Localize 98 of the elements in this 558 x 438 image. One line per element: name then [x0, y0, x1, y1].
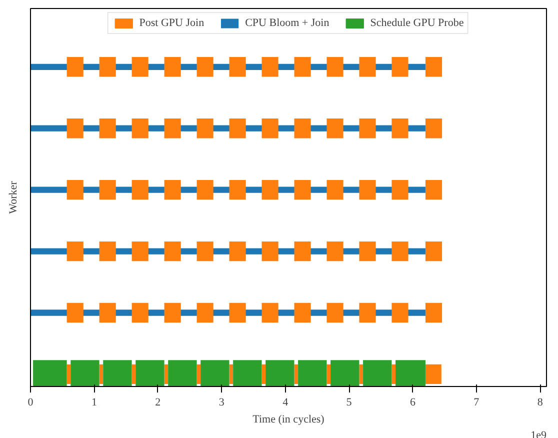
- bar: [33, 360, 67, 386]
- bar: [229, 241, 246, 262]
- bar: [229, 57, 246, 77]
- bar: [229, 302, 246, 323]
- bar: [164, 241, 181, 262]
- bar: [363, 360, 392, 386]
- x-tick-label: 3: [218, 396, 225, 408]
- bar: [392, 57, 408, 77]
- bar: [326, 241, 344, 262]
- legend-label: Post GPU Join: [139, 17, 204, 29]
- bar: [196, 180, 214, 200]
- bar: [425, 57, 442, 77]
- bar: [359, 302, 376, 323]
- bar: [233, 360, 262, 386]
- bar: [425, 241, 442, 262]
- bar: [294, 364, 298, 384]
- bar: [262, 241, 278, 262]
- legend-label: Schedule GPU Probe: [370, 17, 464, 29]
- bar: [200, 360, 230, 386]
- bar: [359, 57, 376, 77]
- bar: [99, 57, 116, 77]
- bar: [359, 180, 376, 200]
- bar: [229, 180, 246, 200]
- bar: [196, 57, 214, 77]
- bar: [99, 180, 116, 200]
- bar: [359, 118, 376, 138]
- x-tick-label: 1: [91, 396, 97, 408]
- bar: [266, 360, 294, 386]
- bar: [294, 118, 311, 138]
- x-axis-title: Time (in cycles): [252, 414, 325, 426]
- bar: [330, 360, 360, 386]
- bar: [294, 180, 311, 200]
- bar: [396, 360, 426, 386]
- bar: [164, 180, 181, 200]
- bar: [196, 364, 201, 384]
- bar: [262, 118, 278, 138]
- x-tick-label: 6: [410, 396, 416, 408]
- bar: [425, 180, 442, 200]
- bar: [425, 118, 442, 138]
- bar: [168, 360, 197, 386]
- bar: [164, 302, 181, 323]
- bar: [229, 364, 234, 384]
- bar: [132, 364, 136, 384]
- bar: [66, 302, 84, 323]
- legend-label: CPU Bloom + Join: [245, 17, 330, 29]
- bar: [326, 364, 331, 384]
- bar: [262, 57, 278, 77]
- bar: [164, 118, 181, 138]
- bar: [66, 241, 84, 262]
- bar: [99, 118, 116, 138]
- bar: [392, 302, 408, 323]
- bar: [425, 364, 442, 384]
- x-tick-label: 5: [346, 396, 352, 408]
- bar: [298, 360, 327, 386]
- bar: [392, 118, 408, 138]
- bar: [136, 360, 164, 386]
- x-tick-label: 7: [474, 396, 480, 408]
- bar: [132, 180, 148, 200]
- bar: [294, 302, 311, 323]
- bar: [294, 57, 311, 77]
- bar: [359, 241, 376, 262]
- bar: [66, 57, 84, 77]
- x-tick-label: 0: [28, 396, 34, 408]
- bar: [132, 57, 148, 77]
- bar: [66, 364, 71, 384]
- bar: [392, 180, 408, 200]
- bar: [132, 241, 148, 262]
- bar: [392, 241, 408, 262]
- bar: [392, 364, 396, 384]
- bar: [164, 57, 181, 77]
- bar: [99, 302, 116, 323]
- bar: [196, 118, 214, 138]
- bar: [262, 180, 278, 200]
- bar: [425, 302, 442, 323]
- bar: [70, 360, 100, 386]
- bar: [294, 241, 311, 262]
- bar: [262, 364, 266, 384]
- bar: [132, 302, 148, 323]
- x-tick-label: 8: [537, 396, 544, 408]
- bar: [326, 118, 344, 138]
- bar: [103, 360, 132, 386]
- bar: [99, 241, 116, 262]
- bar: [326, 180, 344, 200]
- bar: [99, 364, 104, 384]
- x-tick-label: 4: [282, 396, 289, 408]
- y-axis-title: Worker: [8, 180, 20, 214]
- bar: [164, 364, 168, 384]
- bar: [262, 302, 278, 323]
- x-tick-label: 2: [155, 396, 161, 408]
- bar: [66, 180, 84, 200]
- bar: [66, 118, 84, 138]
- bar: [359, 364, 364, 384]
- bar: [326, 57, 344, 77]
- bar: [196, 302, 214, 323]
- bar: [196, 241, 214, 262]
- bar: [326, 302, 344, 323]
- bar: [229, 118, 246, 138]
- bar: [132, 118, 148, 138]
